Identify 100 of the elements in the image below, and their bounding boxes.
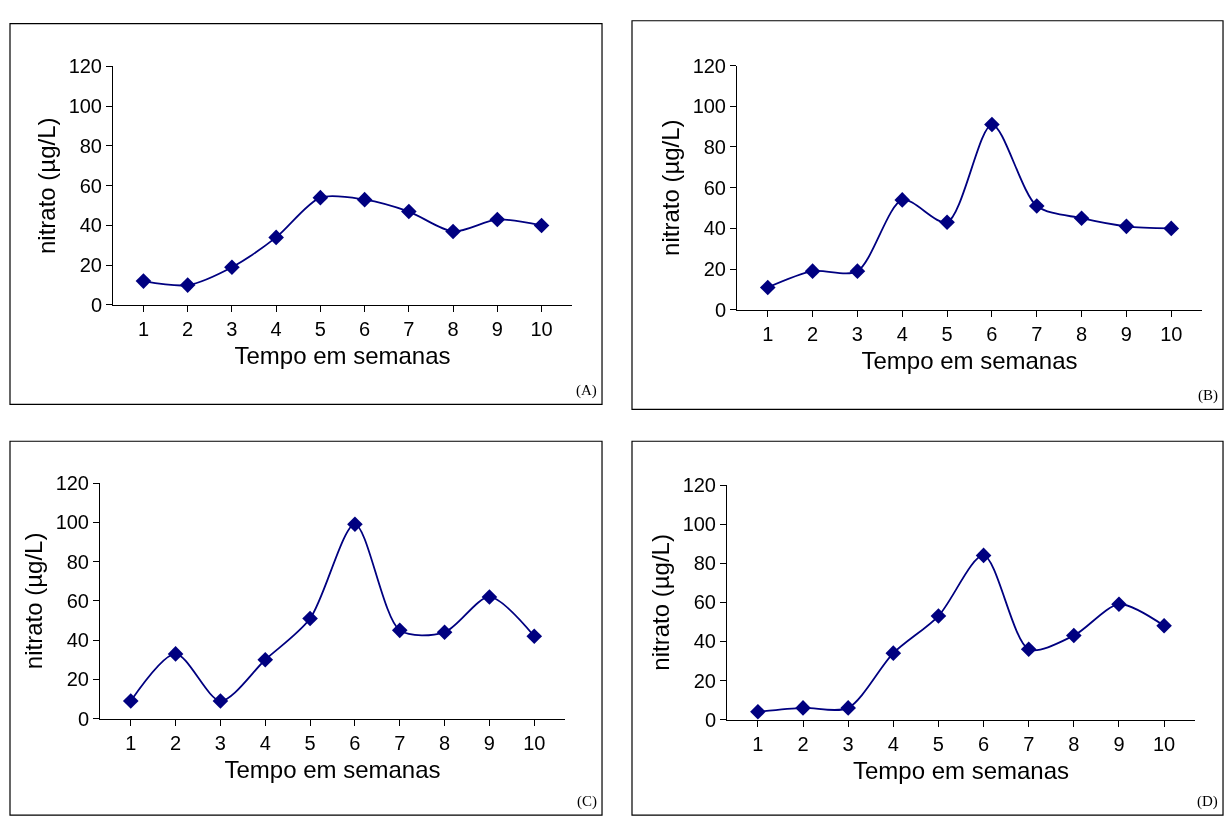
text: (C) <box>577 793 597 810</box>
point <box>795 700 811 716</box>
text: (B) <box>1198 387 1218 404</box>
point <box>312 189 329 206</box>
y-tick-label: 100 <box>692 95 726 118</box>
point <box>167 646 184 662</box>
y-tick-label: 40 <box>703 217 726 240</box>
x-tick-label: 6 <box>359 317 371 340</box>
y-tick-label: 20 <box>66 668 89 691</box>
x-tick-label: 4 <box>887 732 899 755</box>
y-tick-label: 0 <box>77 707 89 730</box>
y-axis-title: nitrato (µg/L) <box>19 532 47 670</box>
x-tick-label: 10 <box>1160 322 1183 345</box>
x-tick-label: 8 <box>439 731 451 754</box>
x-tick-label: 5 <box>941 322 953 345</box>
point <box>526 628 543 645</box>
y-tick-label: 40 <box>79 214 102 237</box>
x-tick-label: 8 <box>1076 322 1088 345</box>
text: (A) <box>576 382 597 399</box>
x-tick-label: 4 <box>896 322 908 345</box>
x-tick-label: 2 <box>807 322 819 345</box>
point <box>135 273 152 289</box>
point <box>750 704 766 720</box>
y-tick-label: 0 <box>714 298 726 321</box>
point <box>481 589 498 605</box>
x-axis-title: Tempo em semanas <box>861 347 1078 375</box>
y-tick-label: 0 <box>90 293 102 316</box>
point <box>401 203 417 220</box>
point <box>1028 198 1045 214</box>
point <box>347 516 363 533</box>
text: (D) <box>1197 793 1218 810</box>
point <box>984 116 1000 133</box>
x-tick-label: 9 <box>1120 322 1132 345</box>
x-axis-title: Tempo em semanas <box>224 755 441 783</box>
x-tick-label: 7 <box>1023 732 1035 755</box>
x-tick-label: 3 <box>842 732 854 755</box>
y-tick-label: 80 <box>79 134 102 157</box>
point <box>939 214 955 231</box>
x-tick-label: 4 <box>270 317 282 340</box>
point <box>268 229 284 246</box>
y-tick-label: 20 <box>703 258 726 281</box>
x-tick-label: 8 <box>1068 732 1080 755</box>
point <box>885 645 902 661</box>
y-tick-label: 120 <box>55 472 89 495</box>
x-tick-label: 7 <box>1031 322 1043 345</box>
y-axis-title: nitrato (µg/L) <box>646 534 674 671</box>
x-tick-label: 10 <box>1152 732 1176 755</box>
x-tick-label: 4 <box>259 731 271 754</box>
point <box>302 610 318 627</box>
x-axis-title: Tempo em semanas <box>234 342 451 370</box>
point <box>1066 627 1082 644</box>
x-tick-label: 1 <box>762 322 774 345</box>
x-tick-label: 7 <box>403 317 415 340</box>
x-tick-label: 3 <box>214 731 226 754</box>
x-tick-label: 6 <box>986 322 998 345</box>
y-axis-title: nitrato (µg/L) <box>656 119 684 256</box>
point <box>257 651 274 668</box>
point <box>804 263 821 279</box>
x-tick-label: 1 <box>125 731 137 754</box>
y-tick-label: 20 <box>79 254 102 277</box>
y-tick-label: 0 <box>704 708 716 731</box>
x-tick-label: 1 <box>137 317 150 340</box>
point <box>1118 218 1135 235</box>
x-tick-label: 5 <box>314 317 326 340</box>
x-tick-label: 2 <box>170 731 182 754</box>
x-tick-label: 3 <box>226 317 238 340</box>
y-axis-title: nitrato (µg/L) <box>32 117 60 254</box>
point <box>179 277 196 293</box>
point <box>489 211 506 228</box>
y-tick-label: 120 <box>68 55 102 78</box>
y-tick-label: 60 <box>66 589 89 612</box>
point <box>759 279 776 296</box>
y-tick-label: 60 <box>79 174 102 197</box>
point <box>224 259 240 275</box>
y-tick-label: 80 <box>66 550 89 573</box>
x-tick-label: 9 <box>483 731 495 754</box>
y-tick-label: 120 <box>692 54 726 77</box>
point <box>533 217 550 234</box>
x-axis-title: Tempo em semanas <box>852 756 1070 784</box>
point <box>930 608 947 624</box>
x-tick-label: 5 <box>932 732 944 755</box>
x-tick-label: 9 <box>491 317 503 340</box>
x-tick-label: 6 <box>349 731 361 754</box>
point <box>1111 596 1127 613</box>
y-tick-label: 60 <box>693 591 716 614</box>
x-tick-label: 10 <box>523 731 546 754</box>
y-tick-label: 100 <box>55 511 89 534</box>
point <box>436 624 453 641</box>
y-tick-label: 80 <box>703 135 726 158</box>
y-tick-label: 80 <box>693 552 716 575</box>
y-tick-label: 100 <box>682 513 716 536</box>
point <box>445 223 461 240</box>
x-tick-label: 9 <box>1113 732 1125 755</box>
y-tick-label: 40 <box>66 629 89 652</box>
x-tick-label: 2 <box>182 317 194 340</box>
x-tick-label: 6 <box>978 732 990 755</box>
x-tick-label: 8 <box>447 317 459 340</box>
x-tick-label: 7 <box>394 731 406 754</box>
point <box>975 547 992 564</box>
point <box>849 263 866 279</box>
